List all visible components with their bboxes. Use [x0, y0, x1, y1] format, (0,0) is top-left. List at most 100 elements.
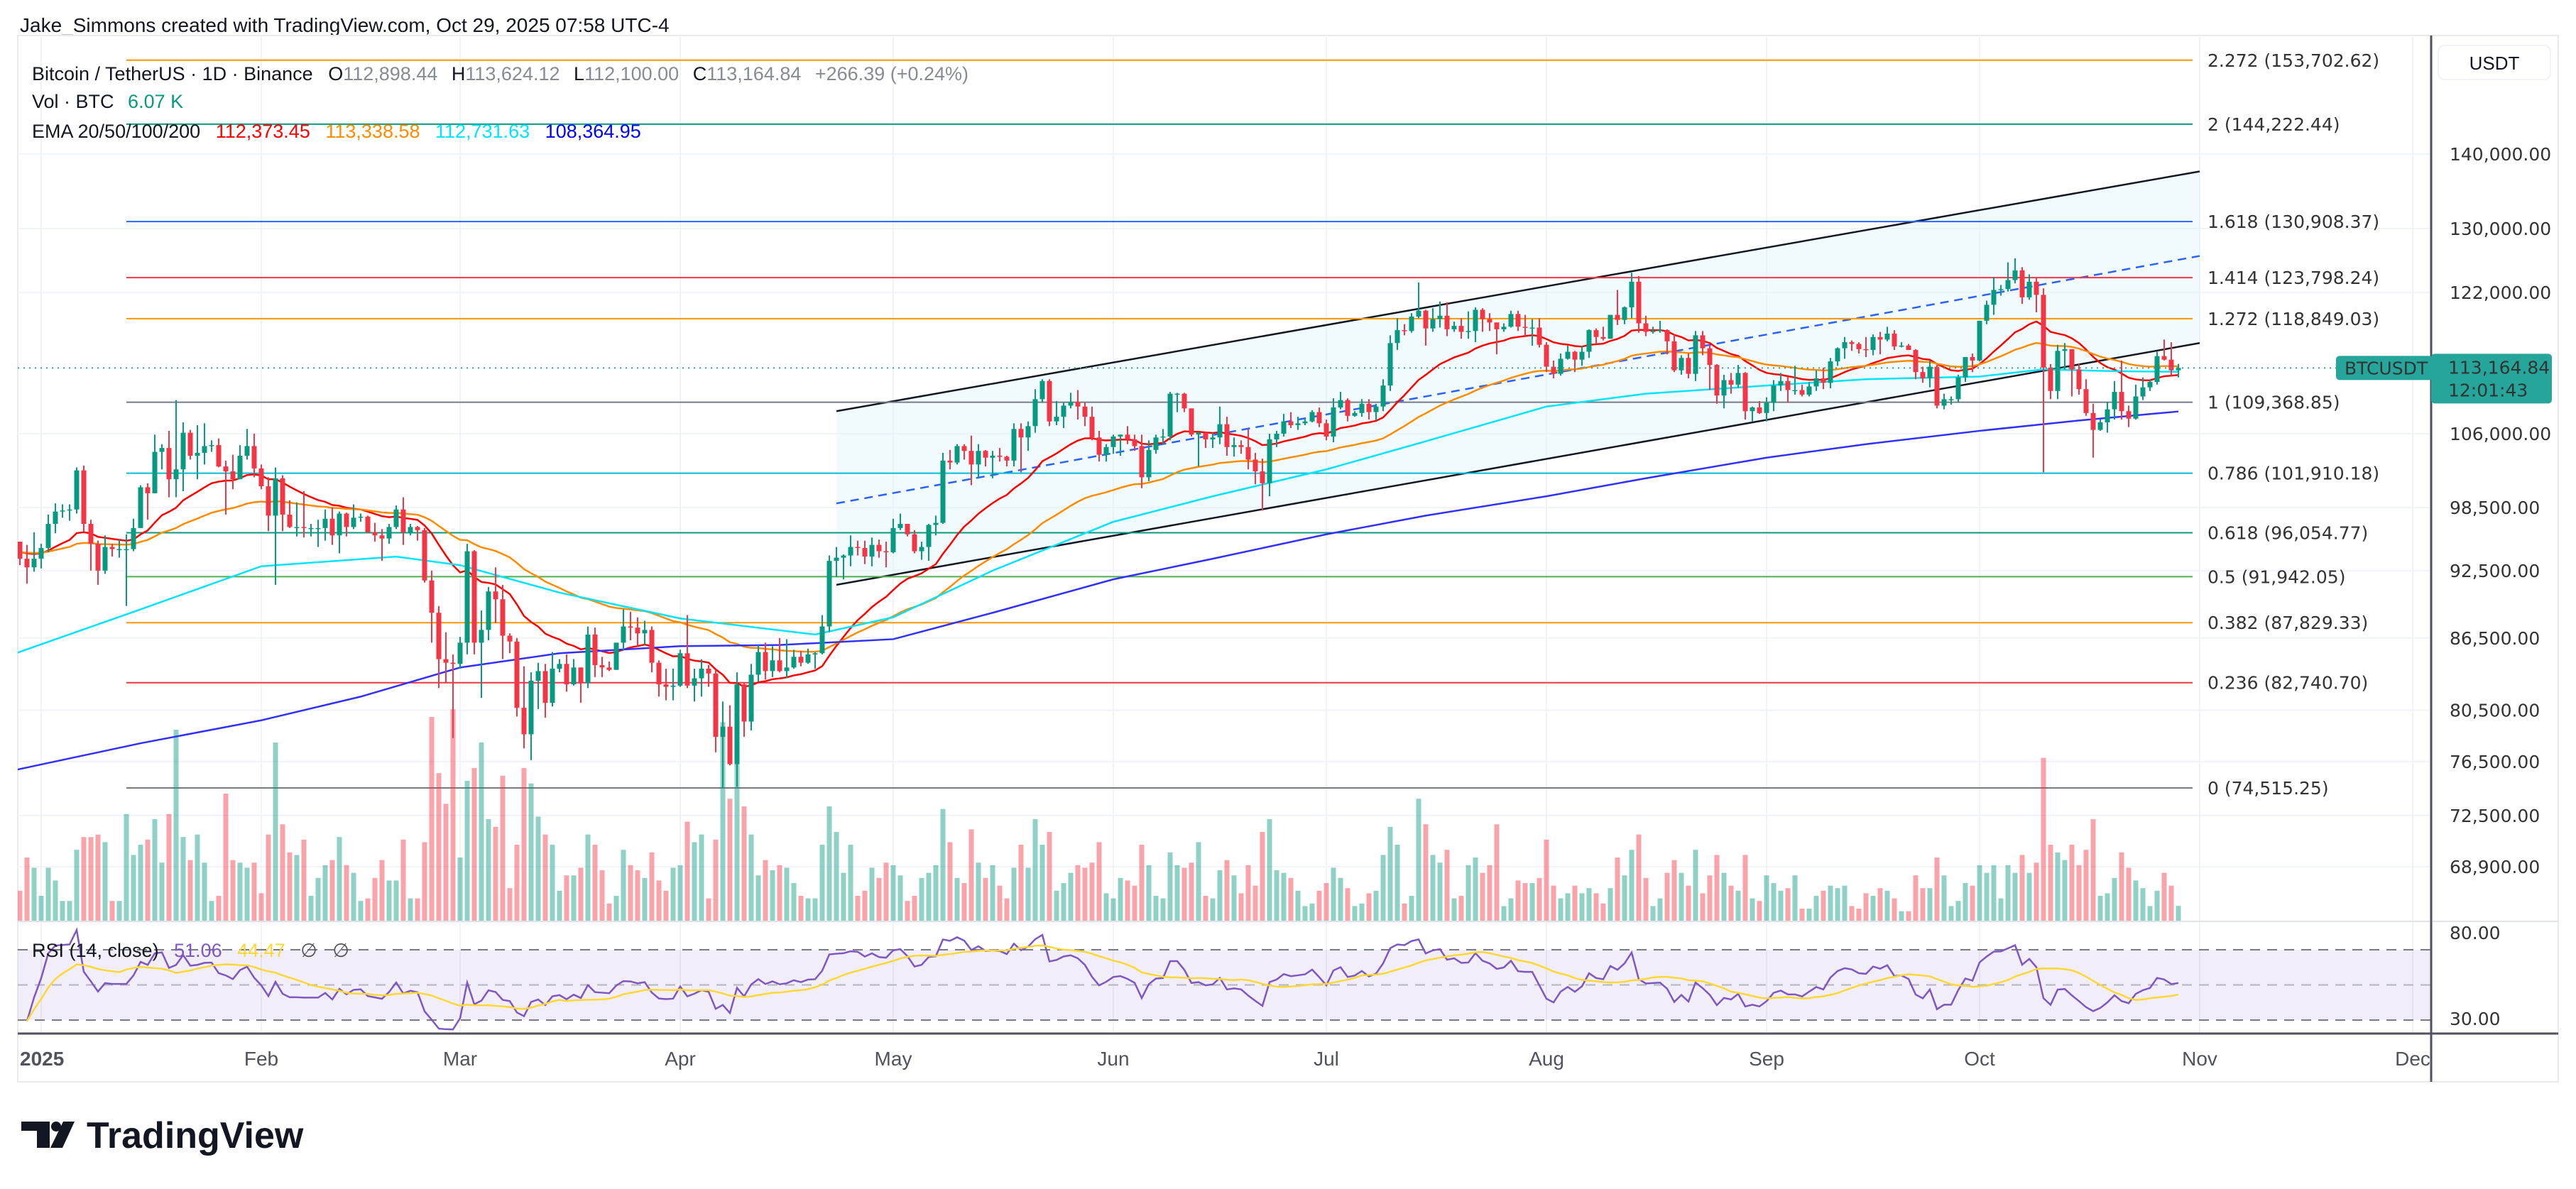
- candle-body: [1174, 393, 1180, 395]
- candle-body: [578, 667, 584, 684]
- candle-body: [53, 511, 58, 525]
- volume-bar: [2041, 757, 2046, 921]
- candle-body: [1608, 314, 1613, 339]
- volume-bar: [1054, 890, 1059, 921]
- rsi-pane[interactable]: [18, 927, 2431, 1031]
- volume-bar: [635, 870, 640, 921]
- candle-body: [1025, 426, 1031, 438]
- candle-body: [4, 535, 9, 552]
- candle-body: [145, 487, 151, 493]
- symbol-tag: [2336, 356, 2433, 380]
- rsi-value: 51.06: [174, 940, 222, 961]
- candle-body: [457, 642, 463, 664]
- volume-bar: [400, 839, 406, 921]
- rsi-axis[interactable]: 80.00 30.00: [2450, 923, 2501, 1029]
- price-pane[interactable]: [4, 59, 2337, 921]
- candle-body: [1991, 290, 1997, 305]
- volume-bar: [1899, 911, 1904, 921]
- candle-body: [1977, 320, 1982, 361]
- candle-body: [2168, 359, 2174, 371]
- parallel-channel[interactable]: [836, 170, 2200, 586]
- candle-body: [230, 471, 236, 480]
- rsi-legend[interactable]: RSI (14, close) 51.06 44.47 ∅ ∅: [32, 940, 349, 961]
- candle-body: [713, 673, 719, 738]
- fib-extension[interactable]: [126, 59, 2193, 789]
- candle-body: [74, 470, 80, 510]
- candle-body: [2062, 349, 2068, 351]
- volume-bar: [1537, 877, 1542, 921]
- candle-body: [1302, 421, 1308, 424]
- candle-body: [1700, 335, 1705, 349]
- volume-bar: [954, 877, 960, 921]
- volume-bar: [2112, 877, 2117, 921]
- volume-bar: [2140, 888, 2146, 921]
- volume-bar: [1750, 898, 1755, 921]
- channel-upper-line[interactable]: [836, 170, 2200, 412]
- candle-body: [1267, 439, 1272, 483]
- candle-body: [1821, 378, 1826, 383]
- last-price-tag: BTCUSDT 113,164.84 12:01:43: [2336, 354, 2552, 404]
- candle-body: [2076, 369, 2082, 390]
- candle-body: [812, 653, 818, 654]
- volume-bar: [1806, 909, 1812, 921]
- volume-bar: [301, 839, 307, 921]
- candle-body: [1395, 330, 1400, 344]
- volume-bar: [2048, 845, 2053, 921]
- volume-bar: [663, 890, 669, 921]
- close-value: 113,164.84: [706, 63, 801, 84]
- volume-bar: [2062, 860, 2068, 921]
- volume-bar: [408, 898, 413, 921]
- open-value: 112,898.44: [343, 63, 437, 84]
- candle-body: [1522, 327, 1528, 328]
- candle-body: [2119, 392, 2124, 412]
- candle-body: [642, 630, 648, 634]
- price-axis[interactable]: 140,000.00 130,000.00 122,000.00 106,000.00…: [2450, 144, 2551, 877]
- grid: [18, 35, 2431, 1034]
- candle-body: [2083, 389, 2089, 413]
- channel-mid-line[interactable]: [836, 255, 2200, 505]
- candle-body: [2161, 356, 2167, 360]
- ema-legend[interactable]: EMA 20/50/100/200 112,373.45 113,338.58 …: [32, 121, 641, 142]
- candle-body: [1295, 423, 1301, 425]
- candle-body: [599, 664, 605, 668]
- price-tag: [2431, 354, 2552, 404]
- volume-bar: [266, 834, 271, 921]
- volume-bar: [2097, 896, 2103, 921]
- volume-bar: [1068, 872, 1074, 921]
- volume-bar: [1600, 903, 1606, 921]
- currency-button[interactable]: USDT: [2438, 45, 2551, 80]
- volume-label: Vol · BTC: [32, 91, 114, 112]
- candle-body: [1735, 373, 1741, 385]
- candle-body: [1629, 281, 1634, 307]
- channel-lower-line[interactable]: [836, 342, 2200, 586]
- candle-body: [1309, 412, 1315, 422]
- candle-body: [514, 641, 520, 708]
- volume-bar: [926, 872, 932, 921]
- candle-body: [2126, 411, 2132, 419]
- candle-body: [2012, 270, 2018, 280]
- candle-body: [464, 551, 470, 643]
- legend-row-main: Bitcoin / TetherUS · 1D · Binance O112,8…: [32, 63, 968, 84]
- candle-body: [777, 660, 782, 672]
- candle-body: [1877, 336, 1883, 340]
- volume-bar: [2069, 845, 2075, 921]
- candle-body: [1558, 358, 1563, 374]
- candle-body: [81, 470, 87, 525]
- candle-body: [138, 487, 143, 528]
- volume-bar: [1167, 852, 1173, 921]
- volume-bar: [53, 880, 58, 921]
- volume-bar: [1352, 906, 1358, 921]
- candle-body: [1480, 309, 1485, 319]
- ema100-value: 112,731.63: [435, 121, 530, 142]
- volume-bar: [1884, 890, 1890, 921]
- time-tick-label: Jun: [1097, 1048, 1129, 1070]
- fib-level-label: 1.272 (118,849.03): [2207, 309, 2379, 329]
- symbol-legend[interactable]: Bitcoin / TetherUS · 1D · Binance O112,8…: [32, 63, 968, 961]
- candle-body: [1906, 345, 1911, 351]
- time-axis[interactable]: 2025 Feb Mar Apr May Jun Jul Aug Sep Oct Nov Dec: [20, 1048, 2430, 1070]
- volume-bar: [862, 890, 868, 921]
- candle-body: [1032, 399, 1038, 427]
- volume-bar: [1451, 898, 1457, 921]
- volume-bar: [81, 837, 87, 921]
- volume-legend[interactable]: Vol · BTC 6.07 K: [32, 91, 183, 112]
